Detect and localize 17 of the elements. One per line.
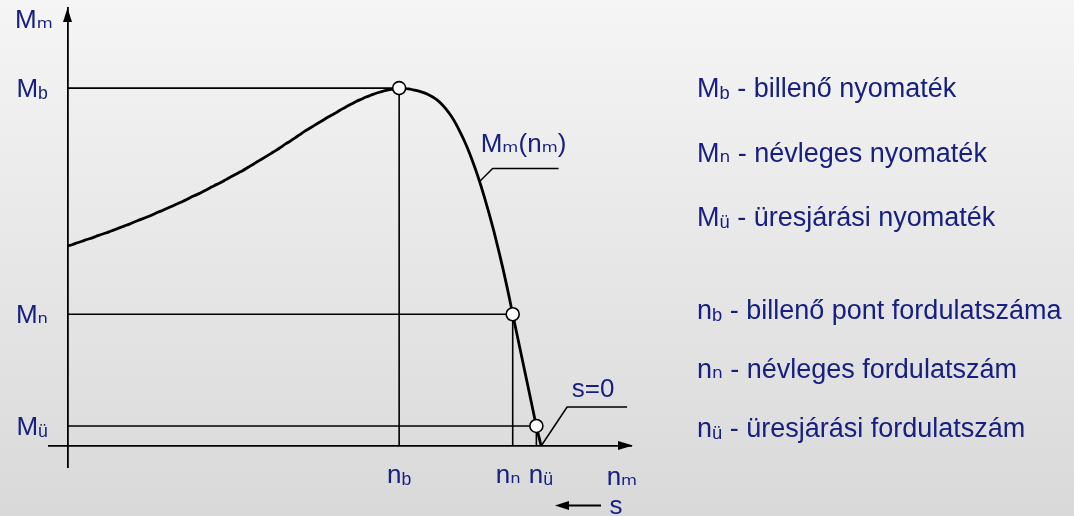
y-axis-title: Mₘ bbox=[15, 4, 53, 35]
series-label: Mₘ(nₘ) bbox=[480, 127, 567, 158]
text: Mₙ - névleges nyomaték bbox=[697, 137, 987, 167]
text: M$_{ü}$ - üresjárási nyomaték bbox=[697, 201, 996, 232]
text: M$_{b}$ - billenő nyomaték bbox=[697, 72, 957, 103]
x-tick-label: nₙ bbox=[495, 458, 521, 489]
annotation: s=0 bbox=[571, 372, 615, 403]
x-tick-label: n$_{b}$ bbox=[386, 458, 412, 490]
text: M$_{ü}$ bbox=[16, 410, 48, 442]
text: nₙ - névleges fordulatszám bbox=[697, 353, 1017, 384]
x-tick-label: n$_{ü}$ bbox=[528, 458, 553, 490]
text: n$_{ü}$ - üresjárási fordulatszám bbox=[697, 412, 1026, 443]
x-axis-title: nₘ bbox=[606, 460, 638, 491]
text: n$_{b}$ - billenő pont fordulatszáma bbox=[697, 294, 1062, 325]
text: M$_{b}$ bbox=[16, 73, 48, 104]
text: s bbox=[609, 489, 623, 516]
text: Mₙ bbox=[15, 299, 48, 330]
